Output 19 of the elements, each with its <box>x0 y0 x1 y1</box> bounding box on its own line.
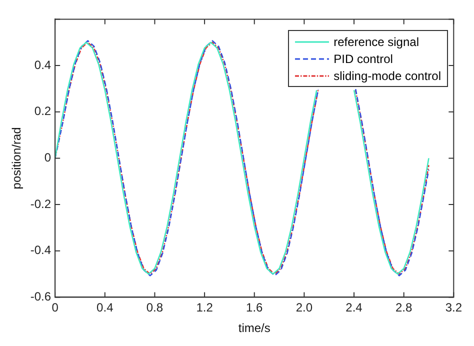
x-tick-label: 2.0 <box>296 300 313 315</box>
y-tick-label: 0.2 <box>34 104 52 118</box>
legend-label: PID control <box>334 52 393 66</box>
x-tick-label: 0.8 <box>146 300 164 315</box>
y-tick-label: -0.4 <box>30 243 52 258</box>
legend-label: sliding-mode control <box>334 68 441 82</box>
y-tick-label: 0.4 <box>34 58 52 72</box>
y-axis-title: position/rad <box>10 127 24 190</box>
x-tick-label: 0.4 <box>96 300 114 315</box>
y-tick-label: -0.6 <box>30 290 52 304</box>
legend-label: reference signal <box>334 34 419 48</box>
y-tick-label: -0.2 <box>30 196 52 211</box>
y-tick-label: 0 <box>44 150 52 165</box>
x-tick-label: 3.2 <box>445 300 462 315</box>
x-axis-title: time/s <box>238 321 270 336</box>
x-tick-label: 1.2 <box>196 300 214 315</box>
x-tick-label: 1.6 <box>246 300 264 315</box>
x-tick-label: 2.8 <box>395 300 412 315</box>
x-tick-label: 2.4 <box>346 300 363 315</box>
